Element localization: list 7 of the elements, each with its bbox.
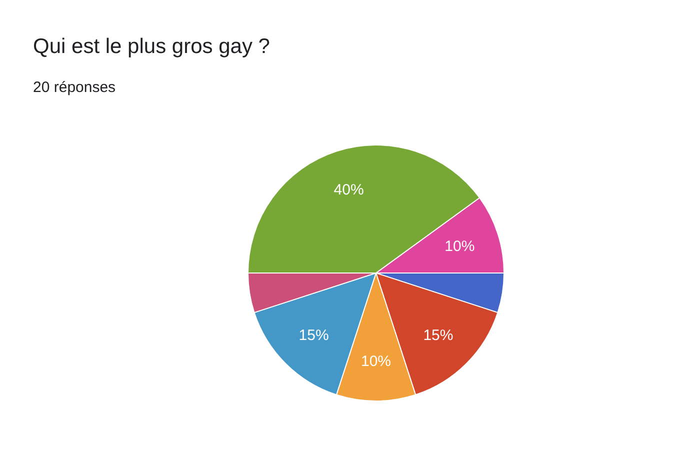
data-label: 15% bbox=[298, 327, 329, 344]
data-label: 10% bbox=[444, 238, 475, 255]
text: 20 réponses bbox=[33, 79, 116, 96]
data-label: 10% bbox=[360, 353, 392, 370]
chart-title: Qui est le plus gros gay ? bbox=[33, 35, 270, 58]
data-label: 15% bbox=[423, 327, 454, 344]
data-label: 40% bbox=[334, 181, 364, 198]
